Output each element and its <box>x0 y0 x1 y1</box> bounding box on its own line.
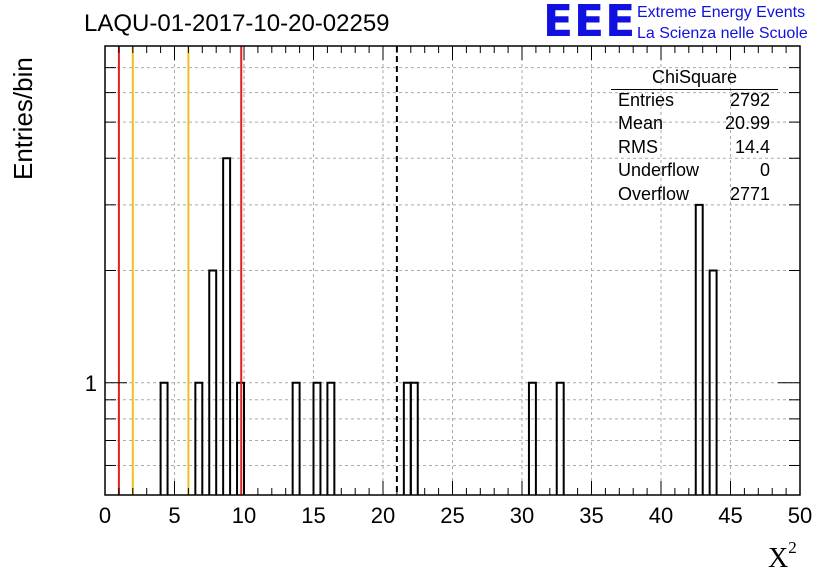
eee-logo-line2: La Scienza nelle Scuole <box>637 25 808 42</box>
stats-value: 0 <box>759 160 770 181</box>
x-tick-label: 25 <box>440 503 464 528</box>
histogram-bar <box>708 269 718 495</box>
histogram-bar <box>409 381 419 495</box>
histogram-bar <box>208 269 218 495</box>
x-tick-label: 35 <box>579 503 603 528</box>
y-axis-label: Entries/bin <box>8 57 38 180</box>
stats-box-title: ChiSquare <box>611 67 778 90</box>
x-axis-label: X2 <box>768 538 797 575</box>
x-tick-label: 20 <box>371 503 395 528</box>
x-tick-label: 40 <box>649 503 673 528</box>
axis-ticks <box>104 45 801 496</box>
x-tick-label: 0 <box>99 503 111 528</box>
x-tick-label: 50 <box>788 503 812 528</box>
stats-label: Overflow <box>618 183 690 204</box>
stats-value: 2792 <box>729 90 770 110</box>
stats-row: RMS 14.4 <box>611 137 778 160</box>
stats-row: Underflow 0 <box>611 160 778 183</box>
x-tick-label: 15 <box>301 503 325 528</box>
stats-label: RMS <box>618 136 658 157</box>
x-axis-label-superscript: 2 <box>788 538 797 557</box>
x-axis-label-base: X <box>768 543 789 574</box>
histogram-bar <box>694 203 704 495</box>
histogram-bar <box>312 381 322 495</box>
x-tick-label: 30 <box>510 503 534 528</box>
histogram-bar <box>291 381 301 495</box>
stats-label: Entries <box>618 90 675 110</box>
chart-title: LAQU-01-2017-10-20-02259 <box>84 10 390 37</box>
stats-row: Overflow 2771 <box>611 184 778 207</box>
eee-logo-line1: Extreme Energy Events <box>637 4 806 21</box>
stats-value: 2771 <box>729 183 770 204</box>
stats-box: ChiSquare Entries 2792 Mean 20.99 RMS 14.4 … <box>611 67 778 207</box>
stats-value: 20.99 <box>724 113 770 134</box>
reference-lines <box>117 46 398 495</box>
histogram-bars <box>159 157 718 495</box>
x-tick-label: 5 <box>168 503 180 528</box>
y-tick-labels: 1 <box>85 371 97 396</box>
histogram-bar <box>222 157 232 495</box>
stats-row: Mean 20.99 <box>611 113 778 136</box>
x-tick-label: 45 <box>718 503 742 528</box>
x-tick-label: 10 <box>232 503 256 528</box>
histogram-bar <box>527 381 537 495</box>
histogram-bar <box>194 381 204 495</box>
histogram-bar <box>326 381 336 495</box>
y-tick-label: 1 <box>85 371 97 396</box>
histogram-bar <box>555 381 565 495</box>
histogram-bar <box>159 381 169 495</box>
stats-label: Mean <box>618 113 664 134</box>
stats-row: Entries 2792 <box>611 90 778 113</box>
eee-logo: EEE <box>543 0 637 47</box>
stats-value: 14.4 <box>734 136 770 157</box>
x-tick-labels: 0 5 10 15 20 25 30 35 40 45 50 <box>99 503 812 528</box>
stats-label: Underflow <box>618 160 700 181</box>
